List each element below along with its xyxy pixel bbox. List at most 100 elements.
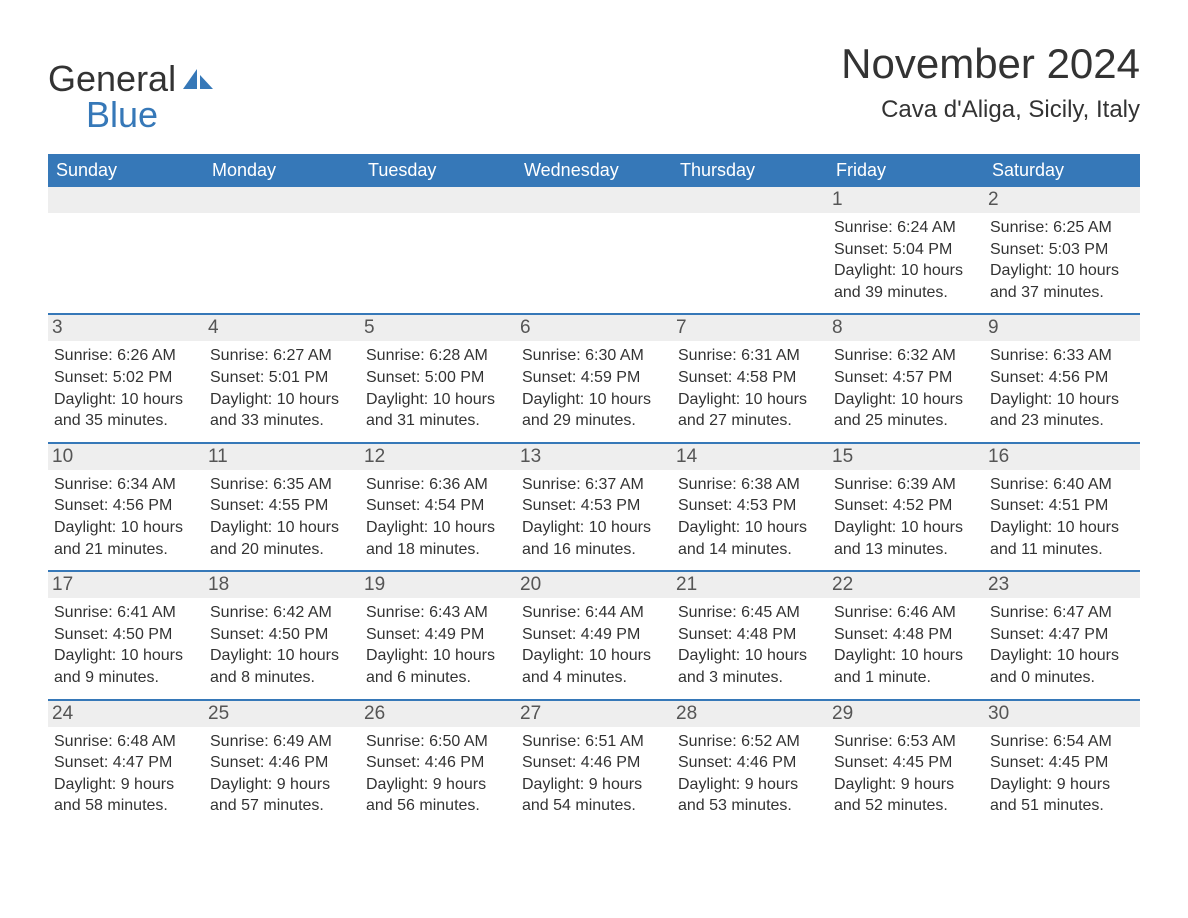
- day-number: [672, 187, 828, 213]
- sunset-line: Sunset: 4:51 PM: [990, 495, 1134, 517]
- daylight-line-1: Daylight: 10 hours: [210, 389, 354, 411]
- calendar-day: 18Sunrise: 6:42 AMSunset: 4:50 PMDayligh…: [204, 572, 360, 698]
- sunrise-line: Sunrise: 6:40 AM: [990, 474, 1134, 496]
- sunrise-line: Sunrise: 6:27 AM: [210, 345, 354, 367]
- sunrise-line: Sunrise: 6:47 AM: [990, 602, 1134, 624]
- calendar-day: 29Sunrise: 6:53 AMSunset: 4:45 PMDayligh…: [828, 701, 984, 827]
- daylight-line-1: Daylight: 10 hours: [990, 389, 1134, 411]
- daylight-line-1: Daylight: 10 hours: [210, 645, 354, 667]
- calendar-day: 27Sunrise: 6:51 AMSunset: 4:46 PMDayligh…: [516, 701, 672, 827]
- calendar-body: 1Sunrise: 6:24 AMSunset: 5:04 PMDaylight…: [48, 187, 1140, 827]
- weekday-header: Sunday: [48, 154, 204, 187]
- sunset-line: Sunset: 4:53 PM: [522, 495, 666, 517]
- sunset-line: Sunset: 4:46 PM: [366, 752, 510, 774]
- sunrise-line: Sunrise: 6:26 AM: [54, 345, 198, 367]
- sunrise-line: Sunrise: 6:41 AM: [54, 602, 198, 624]
- daylight-line-1: Daylight: 10 hours: [834, 645, 978, 667]
- daylight-line-1: Daylight: 10 hours: [990, 645, 1134, 667]
- daylight-line-2: and 31 minutes.: [366, 410, 510, 432]
- sunset-line: Sunset: 4:50 PM: [210, 624, 354, 646]
- calendar-week: 10Sunrise: 6:34 AMSunset: 4:56 PMDayligh…: [48, 442, 1140, 570]
- sunset-line: Sunset: 4:49 PM: [366, 624, 510, 646]
- daylight-line-2: and 37 minutes.: [990, 282, 1134, 304]
- daylight-line-2: and 3 minutes.: [678, 667, 822, 689]
- day-number: 4: [204, 315, 360, 341]
- weekday-header-row: SundayMondayTuesdayWednesdayThursdayFrid…: [48, 154, 1140, 187]
- day-number: 7: [672, 315, 828, 341]
- calendar-day: 6Sunrise: 6:30 AMSunset: 4:59 PMDaylight…: [516, 315, 672, 441]
- brand-text-blue: Blue: [86, 94, 217, 136]
- calendar-day: 20Sunrise: 6:44 AMSunset: 4:49 PMDayligh…: [516, 572, 672, 698]
- daylight-line-1: Daylight: 9 hours: [54, 774, 198, 796]
- calendar-week: 3Sunrise: 6:26 AMSunset: 5:02 PMDaylight…: [48, 313, 1140, 441]
- sunrise-line: Sunrise: 6:45 AM: [678, 602, 822, 624]
- sunset-line: Sunset: 4:46 PM: [210, 752, 354, 774]
- daylight-line-1: Daylight: 10 hours: [678, 645, 822, 667]
- daylight-line-1: Daylight: 10 hours: [834, 260, 978, 282]
- daylight-line-2: and 6 minutes.: [366, 667, 510, 689]
- sunrise-line: Sunrise: 6:36 AM: [366, 474, 510, 496]
- day-number: 18: [204, 572, 360, 598]
- day-number: 5: [360, 315, 516, 341]
- day-number: [360, 187, 516, 213]
- day-number: 2: [984, 187, 1140, 213]
- calendar-day: 7Sunrise: 6:31 AMSunset: 4:58 PMDaylight…: [672, 315, 828, 441]
- daylight-line-2: and 4 minutes.: [522, 667, 666, 689]
- sunrise-line: Sunrise: 6:32 AM: [834, 345, 978, 367]
- sunrise-line: Sunrise: 6:50 AM: [366, 731, 510, 753]
- brand-text-general: General: [48, 58, 176, 99]
- weekday-header: Wednesday: [516, 154, 672, 187]
- sunset-line: Sunset: 4:58 PM: [678, 367, 822, 389]
- calendar: SundayMondayTuesdayWednesdayThursdayFrid…: [48, 154, 1140, 827]
- sunrise-line: Sunrise: 6:33 AM: [990, 345, 1134, 367]
- day-number: 17: [48, 572, 204, 598]
- daylight-line-2: and 54 minutes.: [522, 795, 666, 817]
- daylight-line-1: Daylight: 10 hours: [990, 517, 1134, 539]
- calendar-day: 26 Sunrise: 6:50 AMSunset: 4:46 PMDayligh…: [360, 701, 516, 827]
- daylight-line-1: Daylight: 10 hours: [366, 389, 510, 411]
- calendar-week: 24Sunrise: 6:48 AMSunset: 4:47 PMDayligh…: [48, 699, 1140, 827]
- day-number: 26: [360, 701, 516, 727]
- calendar-day-empty: [360, 187, 516, 313]
- daylight-line-2: and 25 minutes.: [834, 410, 978, 432]
- calendar-day: 2Sunrise: 6:25 AMSunset: 5:03 PMDaylight…: [984, 187, 1140, 313]
- day-number: 20: [516, 572, 672, 598]
- weekday-header: Monday: [204, 154, 360, 187]
- day-number: 12: [360, 444, 516, 470]
- sunset-line: Sunset: 4:46 PM: [678, 752, 822, 774]
- calendar-day: 11Sunrise: 6:35 AMSunset: 4:55 PMDayligh…: [204, 444, 360, 570]
- day-number: 23: [984, 572, 1140, 598]
- sunset-line: Sunset: 5:02 PM: [54, 367, 198, 389]
- weekday-header: Tuesday: [360, 154, 516, 187]
- daylight-line-2: and 1 minute.: [834, 667, 978, 689]
- sunrise-line: Sunrise: 6:35 AM: [210, 474, 354, 496]
- day-number: 27: [516, 701, 672, 727]
- daylight-line-2: and 33 minutes.: [210, 410, 354, 432]
- daylight-line-1: Daylight: 10 hours: [834, 389, 978, 411]
- daylight-line-2: and 9 minutes.: [54, 667, 198, 689]
- daylight-line-1: Daylight: 9 hours: [366, 774, 510, 796]
- day-number: 25: [204, 701, 360, 727]
- daylight-line-2: and 27 minutes.: [678, 410, 822, 432]
- sunrise-line: Sunrise: 6:51 AM: [522, 731, 666, 753]
- sunset-line: Sunset: 4:56 PM: [990, 367, 1134, 389]
- sunrise-line: Sunrise: 6:28 AM: [366, 345, 510, 367]
- day-number: 10: [48, 444, 204, 470]
- daylight-line-2: and 58 minutes.: [54, 795, 198, 817]
- day-number: 8: [828, 315, 984, 341]
- daylight-line-2: and 11 minutes.: [990, 539, 1134, 561]
- sunrise-line: Sunrise: 6:53 AM: [834, 731, 978, 753]
- sunset-line: Sunset: 4:56 PM: [54, 495, 198, 517]
- calendar-day: 15Sunrise: 6:39 AMSunset: 4:52 PMDayligh…: [828, 444, 984, 570]
- calendar-day-empty: [672, 187, 828, 313]
- day-number: 13: [516, 444, 672, 470]
- daylight-line-1: Daylight: 10 hours: [210, 517, 354, 539]
- daylight-line-2: and 53 minutes.: [678, 795, 822, 817]
- sunrise-line: Sunrise: 6:31 AM: [678, 345, 822, 367]
- day-number: 21: [672, 572, 828, 598]
- sunrise-line: Sunrise: 6:54 AM: [990, 731, 1134, 753]
- sunrise-line: Sunrise: 6:44 AM: [522, 602, 666, 624]
- day-number: 29: [828, 701, 984, 727]
- sunset-line: Sunset: 4:48 PM: [834, 624, 978, 646]
- sail-icon: [183, 67, 217, 96]
